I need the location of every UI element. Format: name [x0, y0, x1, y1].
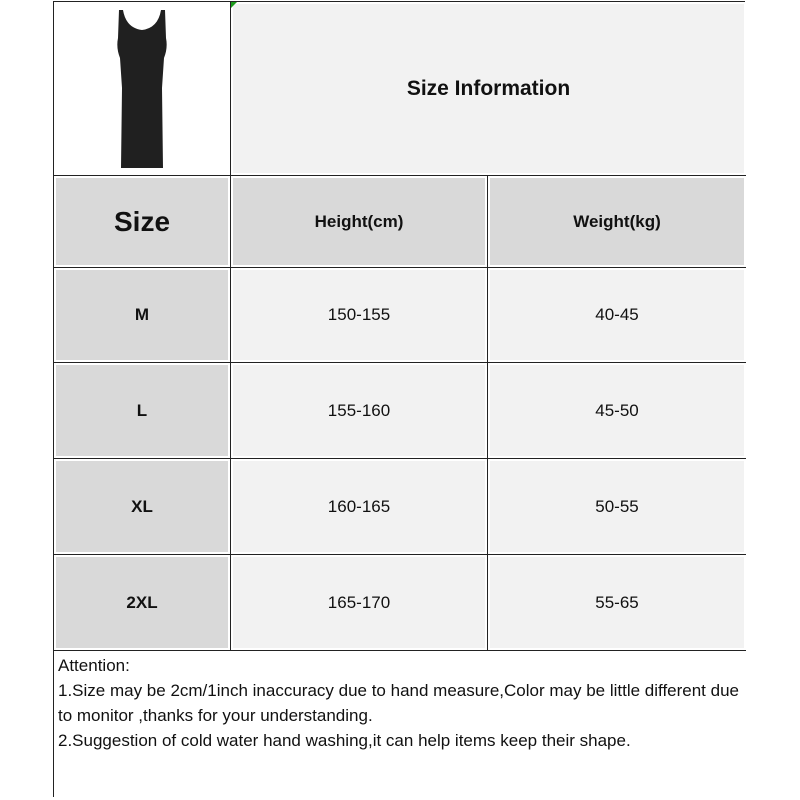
height-cell: 155-160 [231, 363, 488, 459]
title-text: Size Information [406, 76, 571, 100]
note-item: 1.Size may be 2cm/1inch inaccuracy due t… [58, 681, 744, 725]
weight-cell: 55-65 [488, 555, 746, 651]
dress-image [117, 9, 167, 168]
weight-cell: 50-55 [488, 459, 746, 555]
weight-cell: 45-50 [488, 363, 746, 459]
size-cell: M [54, 268, 231, 363]
height-cell: 160-165 [231, 459, 488, 555]
height-cell: 150-155 [231, 268, 488, 363]
note-item: 2.Suggestion of cold water hand washing,… [58, 731, 631, 750]
size-cell: L [54, 363, 231, 459]
height-cell: 165-170 [231, 555, 488, 651]
weight-cell: 40-45 [488, 268, 746, 363]
size-cell: 2XL [54, 555, 231, 651]
chart-title: Size Information [231, 2, 746, 176]
notes-heading: Attention: [58, 656, 130, 675]
comment-marker-icon [231, 2, 237, 8]
attention-notes: Attention: 1.Size may be 2cm/1inch inacc… [54, 651, 746, 798]
product-image-cell [54, 2, 231, 176]
header-height: Height(cm) [231, 176, 488, 268]
size-cell: XL [54, 459, 231, 555]
size-chart: Size Information Size Height(cm) Weight(… [53, 1, 746, 798]
header-weight: Weight(kg) [488, 176, 746, 268]
header-size: Size [54, 176, 231, 268]
